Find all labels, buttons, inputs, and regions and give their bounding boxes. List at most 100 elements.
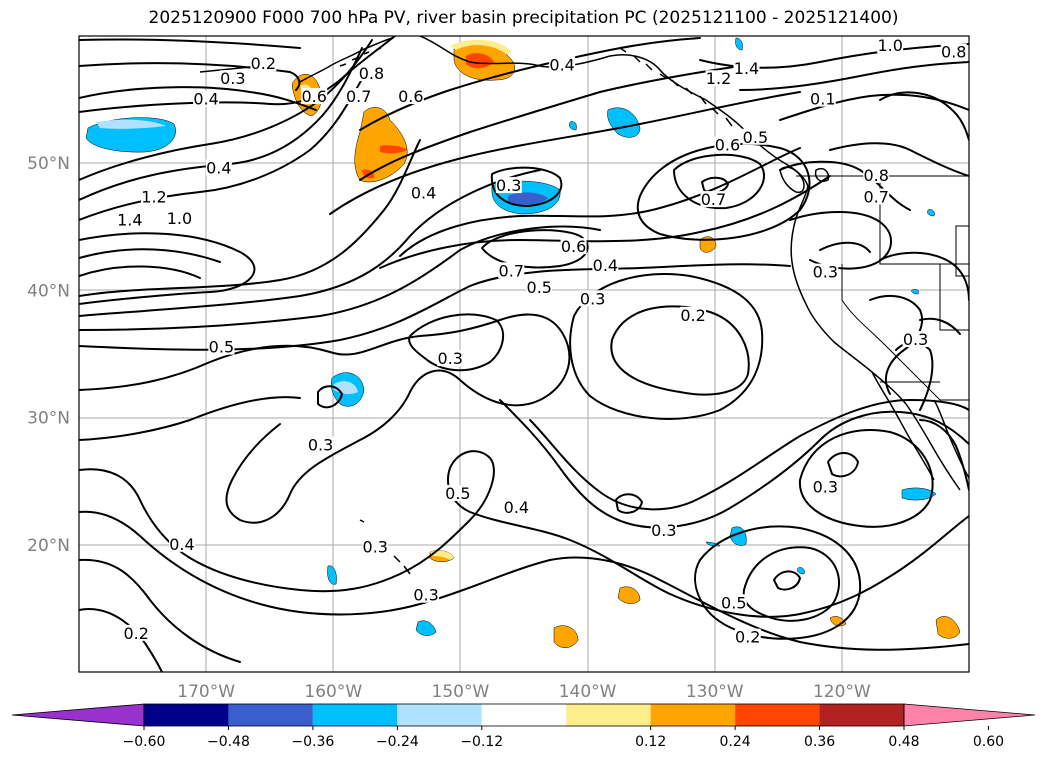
- longitude-labels: 170°W 160°W 150°W 140°W 130°W 120°W: [177, 682, 871, 702]
- contour-label: 0.3: [903, 330, 928, 349]
- contour-label-bg: [444, 484, 471, 501]
- mexico-coast: [933, 399, 969, 479]
- contour-label: 0.3: [413, 586, 438, 605]
- colorbar-box: [481, 704, 567, 726]
- lon-label: 140°W: [559, 682, 617, 702]
- contour-label: 0.3: [651, 521, 676, 540]
- lat-label: 50°N: [27, 154, 70, 174]
- contour-label: 0.4: [549, 55, 574, 74]
- contour-label: 0.3: [438, 349, 463, 368]
- contour-label-bg: [526, 278, 553, 295]
- colorbar-tick-label: 0.24: [720, 734, 751, 750]
- neg-anomaly-bc: [607, 107, 641, 138]
- contour-label: 0.3: [813, 263, 838, 282]
- contour-label-bg: [592, 257, 619, 274]
- contour-label-bg: [362, 538, 389, 555]
- contour-label-bg: [650, 521, 677, 538]
- lon-label: 150°W: [432, 682, 490, 702]
- colorbar-box: [819, 704, 904, 726]
- contour-label-bg: [734, 628, 761, 645]
- contour-label: 0.6: [398, 87, 423, 106]
- contour-label-bg: [503, 498, 530, 515]
- contour-label-bg: [345, 88, 372, 105]
- contour-label: 0.2: [123, 624, 148, 643]
- contour-label-bg: [208, 338, 235, 355]
- aleutian-chain: [199, 37, 393, 83]
- contour-label: 1.0: [167, 209, 192, 228]
- contour-label: 0.3: [220, 69, 245, 88]
- contour-labels: 0.20.30.40.41.41.21.00.6 0.70.80.60.40.40…: [116, 36, 967, 647]
- contour-label: 0.6: [715, 135, 740, 154]
- pv-contours: [79, 36, 969, 672]
- colorbar-box: [735, 704, 820, 726]
- contour-label-bg: [733, 60, 760, 77]
- lat-label: 40°N: [27, 281, 70, 301]
- contour-label: 0.5: [721, 593, 746, 612]
- contour-label-bg: [168, 535, 195, 552]
- lat-label: 30°N: [27, 409, 70, 429]
- contour-label: 0.6: [561, 237, 586, 256]
- colorbar-box: [144, 704, 229, 726]
- contour-label-bg: [940, 43, 967, 60]
- contour-label: 0.1: [810, 90, 835, 109]
- contour-label: 0.3: [580, 289, 605, 308]
- contour-label: 1.0: [877, 36, 902, 55]
- contour-label-bg: [498, 262, 525, 279]
- west-coast: [790, 185, 961, 491]
- contour-label-bg: [902, 331, 929, 348]
- contour-label-bg: [413, 586, 440, 603]
- contour-label-bg: [358, 65, 385, 82]
- neg-anomaly-east-1: [901, 487, 937, 501]
- contour-label-bg: [141, 188, 168, 205]
- contour-label: 0.4: [504, 498, 529, 517]
- contour-label-bg: [705, 70, 732, 87]
- colorbar-tick-label: −0.36: [291, 734, 334, 750]
- contour-label-bg: [193, 90, 220, 107]
- contour-label: 0.3: [496, 176, 521, 195]
- contour-label: 0.4: [593, 256, 618, 275]
- contour-label: 1.2: [706, 69, 731, 88]
- contour-label: 0.5: [743, 128, 768, 147]
- contour-label: 0.5: [445, 484, 470, 503]
- contour-label: 0.7: [346, 87, 371, 106]
- colorbar-tick-label: −0.60: [123, 734, 166, 750]
- contour-label: 0.7: [863, 188, 888, 207]
- contour-label-bg: [437, 350, 464, 367]
- colorbar-tick-label: −0.48: [207, 734, 250, 750]
- vancouver-island: [779, 166, 805, 194]
- baja: [871, 371, 935, 481]
- colorbar-box: [397, 704, 482, 726]
- lon-label: 160°W: [304, 682, 362, 702]
- colorbar-box: [566, 704, 651, 726]
- contour-label: 0.5: [209, 338, 234, 357]
- contour-label: 0.7: [499, 261, 524, 280]
- contour-label: 0.4: [193, 90, 218, 109]
- contour-label-bg: [863, 188, 890, 205]
- contour-label-bg: [714, 136, 741, 153]
- colorbar-tick-label: 0.12: [635, 734, 666, 750]
- colorbar-ticks: −0.60 −0.48 −0.36 −0.24 −0.12 0.12 0.24 0.36 0.4…: [123, 726, 1004, 750]
- contour-label-bg: [549, 56, 576, 73]
- contour-label: 0.4: [169, 535, 194, 554]
- map-title: 2025120900 F000 700 hPa PV, river basin …: [148, 8, 899, 28]
- colorbar: [11, 703, 1036, 727]
- contour-label: 0.3: [363, 537, 388, 556]
- colorbar-tick-label: 0.60: [973, 734, 1004, 750]
- lon-label: 130°W: [686, 682, 744, 702]
- contour-label: 1.4: [734, 59, 759, 78]
- colorbar-outline: [143, 703, 905, 727]
- contour-label-bg: [307, 436, 334, 453]
- contour-label: 0.2: [680, 306, 705, 325]
- contour-label-bg: [720, 594, 747, 611]
- lon-label: 170°W: [177, 682, 235, 702]
- lat-label: 20°N: [27, 536, 70, 556]
- colorbar-tick-label: 0.48: [888, 734, 919, 750]
- contour-label: 0.6: [301, 87, 326, 106]
- contour-label-bg: [579, 290, 606, 307]
- contour-label: 0.3: [813, 478, 838, 497]
- contour-label: 0.4: [411, 184, 436, 203]
- colorbar-extend-high: [903, 703, 1036, 727]
- contour-label-bg: [680, 306, 707, 323]
- contour-label: 1.2: [141, 188, 166, 207]
